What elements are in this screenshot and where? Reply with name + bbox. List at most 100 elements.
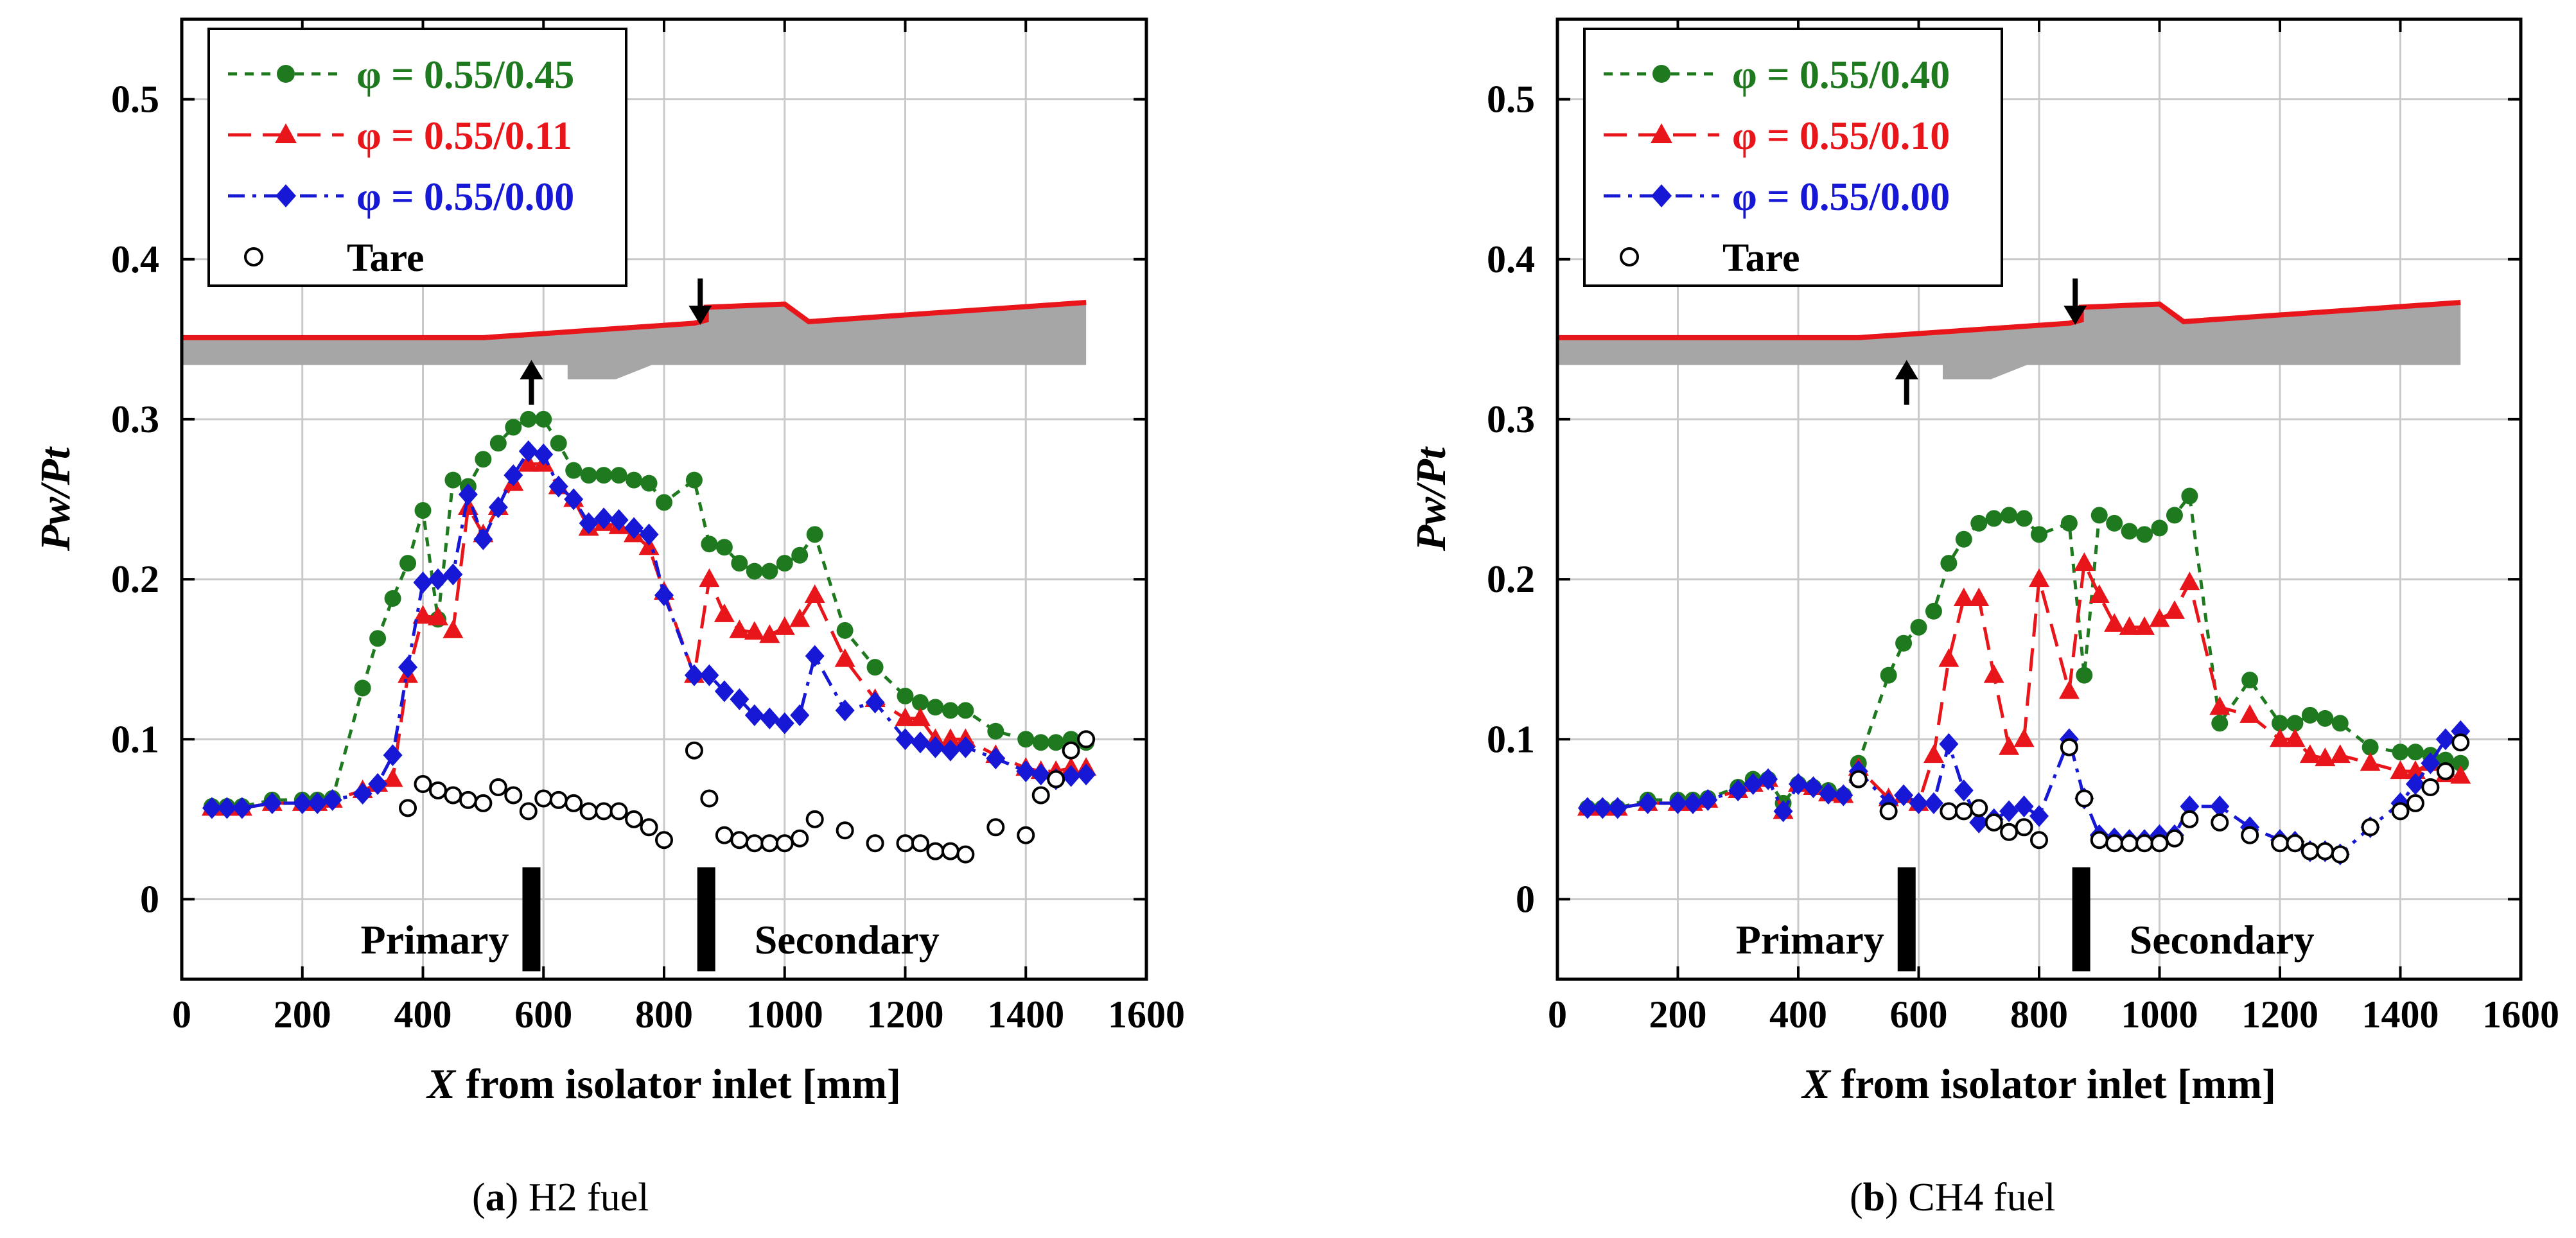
data-point [2089, 584, 2110, 603]
legend-label: φ = 0.55/0.10 [1732, 114, 1950, 158]
data-point [353, 782, 372, 805]
data-point [2315, 747, 2336, 767]
data-point [896, 834, 915, 853]
data-point [701, 536, 718, 553]
data-point [580, 467, 597, 484]
secondary-label: Secondary [2130, 917, 2315, 963]
series-1 [201, 453, 1097, 816]
data-point [2105, 834, 2124, 853]
data-point [2031, 526, 2047, 543]
x-tick-label: 400 [394, 993, 452, 1036]
data-point [262, 792, 282, 814]
data-point [700, 789, 719, 808]
legend-marker [1651, 123, 1672, 143]
data-point [489, 778, 507, 796]
data-point [790, 704, 810, 726]
series-3 [399, 730, 1096, 864]
data-point [897, 687, 914, 704]
data-point [2060, 514, 2078, 532]
y-axis-label: Pw/Pt [1408, 446, 1455, 552]
data-point [1834, 784, 1853, 806]
data-point [504, 786, 523, 805]
data-point [895, 728, 915, 751]
legend-marker [244, 247, 263, 266]
data-point [1923, 744, 1944, 763]
data-point [836, 821, 854, 840]
secondary-injector-marker [697, 867, 715, 972]
data-point [1909, 792, 1929, 814]
data-point [2134, 616, 2155, 635]
data-point [2451, 733, 2470, 752]
data-point [2361, 738, 2379, 756]
y-tick-label: 0.3 [1487, 398, 1535, 440]
data-point [2014, 795, 2034, 817]
x-tick-label: 1000 [2121, 993, 2198, 1036]
data-point [2450, 765, 2471, 784]
data-point [744, 621, 765, 640]
data-point [714, 680, 734, 702]
data-point [626, 471, 643, 489]
data-point [505, 419, 522, 436]
data-point [2239, 704, 2261, 723]
data-point [1728, 779, 1748, 801]
data-point [2029, 805, 2049, 827]
data-point [685, 741, 703, 760]
data-point [909, 707, 931, 726]
data-point [656, 494, 672, 511]
data-point [548, 475, 568, 498]
data-point [760, 834, 779, 853]
data-point [594, 507, 614, 530]
y-tick-label: 0 [140, 878, 159, 920]
data-point [2209, 696, 2230, 715]
data-point [1955, 530, 1972, 548]
data-point [835, 699, 855, 722]
data-point [428, 568, 448, 591]
data-point [579, 802, 598, 821]
x-tick-label: 600 [1890, 993, 1948, 1036]
data-point [2090, 507, 2108, 524]
data-point [1077, 730, 1096, 749]
data-point [565, 462, 583, 479]
series-2 [202, 440, 1096, 819]
data-point [2000, 823, 2019, 841]
data-point [2181, 487, 2198, 505]
data-point [2104, 613, 2125, 632]
data-point [730, 831, 749, 850]
data-point [1031, 786, 1050, 805]
x-axis-label: X from isolator inlet [mm] [426, 1061, 901, 1108]
data-point [761, 562, 778, 580]
data-point [731, 555, 748, 572]
data-point [640, 475, 658, 492]
arrow-down-head [688, 306, 712, 326]
primary-injector-marker [1897, 867, 1916, 972]
data-point [609, 802, 628, 821]
x-tick-label: 1200 [2241, 993, 2318, 1036]
series-3 [1849, 733, 2470, 864]
data-point [746, 562, 763, 580]
data-point [715, 539, 733, 556]
x-tick-label: 0 [1548, 993, 1567, 1036]
combustor-body [1557, 302, 2461, 379]
plot-frame [180, 17, 1148, 981]
data-point [520, 410, 537, 428]
data-point [942, 702, 959, 719]
primary-injector-marker [522, 867, 541, 972]
data-point [730, 688, 749, 710]
data-point [699, 664, 719, 686]
legend-marker [1651, 184, 1672, 207]
arrow-up-head [1895, 360, 1918, 379]
panel-a: 0 200 400 600 800 1000 1200 1400 1600 0 0.1 0.2 0.3 0… [32, 17, 1185, 1108]
data-point [715, 826, 733, 844]
x-tick-label: 1400 [987, 993, 1064, 1036]
data-point [1047, 734, 1065, 751]
data-point [2421, 778, 2440, 796]
data-point [1953, 587, 1974, 606]
y-tick-label: 0.4 [111, 238, 159, 281]
y-tick-label: 0.1 [111, 718, 159, 760]
data-point [428, 781, 447, 799]
data-point [565, 794, 583, 812]
data-point [1969, 811, 1989, 833]
data-point [789, 608, 810, 627]
series-0 [203, 410, 1095, 815]
legend-entry: φ = 0.55/0.00 [1604, 175, 1950, 219]
